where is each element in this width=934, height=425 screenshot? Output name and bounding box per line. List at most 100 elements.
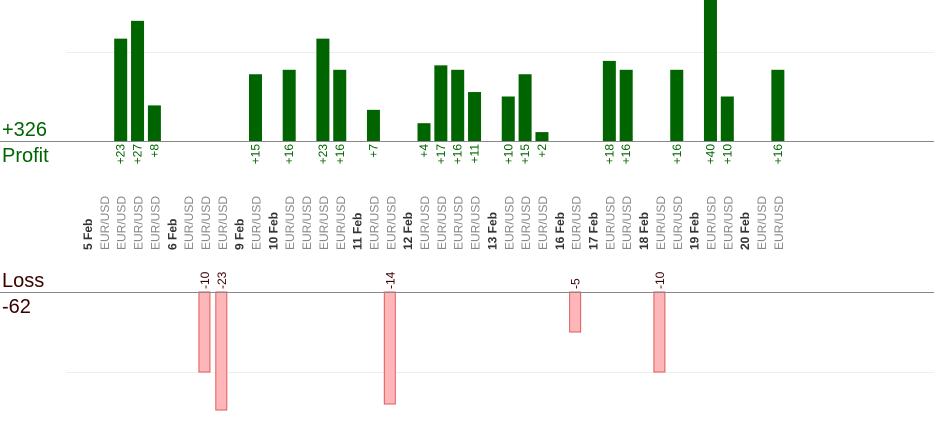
profit-label: Profit [2, 145, 49, 167]
profit-bar [468, 92, 482, 141]
date-label: 10 Feb [266, 212, 280, 250]
profit-value-label: +10 [720, 144, 734, 165]
instrument-label: EUR/USD [283, 196, 297, 250]
instrument-label: EUR/USD [182, 196, 196, 250]
instrument-label: EUR/USD [721, 196, 735, 250]
profit-value-label: +2 [535, 144, 549, 158]
instrument-label: EUR/USD [536, 196, 550, 250]
loss-bar [653, 291, 666, 373]
loss-value-label: -14 [383, 271, 397, 289]
instrument-label: EUR/USD [317, 196, 331, 250]
profit-bar [602, 60, 616, 141]
profit-value-label: +15 [249, 144, 263, 165]
instrument-label: EUR/USD [671, 196, 685, 250]
instrument-label: EUR/USD [469, 196, 483, 250]
instrument-label: EUR/USD [367, 196, 381, 250]
loss-total: -62 [2, 296, 31, 318]
loss-bar [569, 291, 582, 333]
instrument-label: EUR/USD [216, 196, 230, 250]
profit-bar [720, 96, 734, 141]
profit-value-label: +16 [619, 144, 633, 165]
instrument-label: EUR/USD [704, 196, 718, 250]
date-label: 18 Feb [637, 212, 651, 250]
instrument-label: EUR/USD [418, 196, 432, 250]
profit-value-label: +11 [468, 144, 482, 164]
loss-bar [215, 291, 228, 411]
profit-value-label: +10 [501, 144, 515, 165]
profit-value-label: +16 [333, 144, 347, 165]
profit-bar [366, 109, 380, 141]
profit-bar [114, 38, 128, 141]
instrument-label: EUR/USD [300, 196, 314, 250]
date-label: 20 Feb [738, 212, 752, 250]
profit-bar [282, 69, 296, 141]
instrument-label: EUR/USD [98, 196, 112, 250]
date-label: 5 Feb [81, 219, 95, 250]
profit-value-label: +16 [670, 144, 684, 165]
profit-value-label: +18 [602, 144, 616, 165]
instrument-label: EUR/USD [654, 196, 668, 250]
profit-value-label: +40 [703, 144, 717, 165]
profit-bar [703, 0, 717, 141]
instrument-label: EUR/USD [452, 196, 466, 250]
profit-bar [619, 69, 633, 141]
date-label: 13 Feb [485, 212, 499, 250]
instrument-label: EUR/USD [115, 196, 129, 250]
profit-value-label: +16 [451, 144, 465, 165]
profit-value-label: +4 [417, 144, 431, 158]
profit-bar [333, 69, 347, 141]
profit-value-label: +23 [316, 144, 330, 165]
profit-value-label: +17 [434, 144, 448, 165]
instrument-label: EUR/USD [502, 196, 516, 250]
date-label: 19 Feb [688, 212, 702, 250]
instrument-label: EUR/USD [435, 196, 449, 250]
instrument-label: EUR/USD [132, 196, 146, 250]
date-label: 9 Feb [233, 219, 247, 250]
date-label: 12 Feb [401, 212, 415, 250]
profit-value-label: +8 [147, 144, 161, 158]
profit-value-label: +16 [282, 144, 296, 165]
date-label: 17 Feb [587, 212, 601, 250]
profit-value-label: +23 [114, 144, 128, 165]
profit-value-label: +7 [366, 144, 380, 158]
profit-bar [771, 69, 785, 141]
instrument-label: EUR/USD [570, 196, 584, 250]
loss-label: Loss [2, 270, 45, 292]
profit-bar [249, 74, 262, 141]
instrument-label: EUR/USD [755, 196, 769, 250]
instrument-label: EUR/USD [519, 196, 533, 250]
profit-bar [451, 69, 465, 141]
loss-value-label: -23 [215, 271, 229, 289]
loss-value-label: -10 [198, 271, 212, 289]
loss-bar [198, 291, 211, 373]
instrument-label: EUR/USD [603, 196, 617, 250]
profit-bar [417, 123, 431, 141]
instrument-label: EUR/USD [334, 196, 348, 250]
profit-value-label: +15 [518, 144, 532, 165]
loss-value-label: -5 [569, 278, 583, 289]
profit-bar [518, 74, 532, 141]
profit-bar [434, 65, 448, 141]
profit-bar [670, 69, 684, 141]
profit-bar [501, 96, 515, 141]
date-label: 16 Feb [553, 212, 567, 250]
profit-value-label: +27 [131, 144, 145, 165]
instrument-label: EUR/USD [772, 196, 786, 250]
instrument-label: EUR/USD [250, 196, 264, 250]
profit-bar [535, 132, 549, 141]
loss-value-label: -10 [653, 271, 667, 289]
date-label: 11 Feb [351, 213, 365, 250]
profit-value-label: +16 [771, 144, 785, 165]
instrument-label: EUR/USD [199, 196, 213, 250]
instrument-label: EUR/USD [620, 196, 634, 250]
profit-bar [147, 105, 161, 141]
instrument-label: EUR/USD [384, 196, 398, 250]
date-label: 6 Feb [165, 219, 179, 250]
profit-bar [316, 38, 330, 141]
instrument-label: EUR/USD [148, 196, 162, 250]
profit-bar [131, 20, 145, 142]
loss-bar [383, 291, 396, 405]
profit-total: +326 [2, 119, 48, 141]
